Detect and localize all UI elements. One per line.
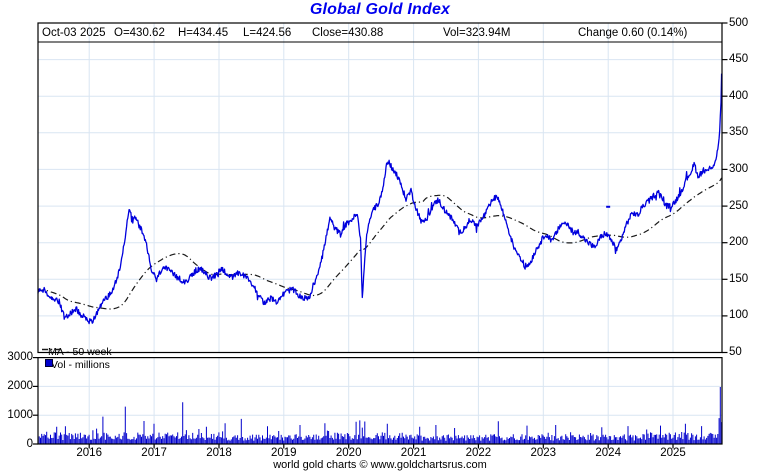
legend-ma: MA - 50 week bbox=[42, 346, 112, 358]
volume-axis-tick-label: 0 bbox=[26, 437, 33, 450]
quote-low: L=424.56 bbox=[243, 26, 292, 39]
price-axis-tick-label: 450 bbox=[729, 53, 749, 66]
quote-close: Close=430.88 bbox=[312, 26, 384, 39]
quote-volume: Vol=323.94M bbox=[443, 26, 511, 39]
legend-volume: Vol - millions bbox=[45, 359, 110, 371]
quote-open: O=430.62 bbox=[114, 26, 165, 39]
price-axis-tick-label: 200 bbox=[729, 236, 749, 249]
copyright-footer: world gold charts © www.goldchartsrus.co… bbox=[273, 458, 487, 471]
year-axis-tick-label: 2020 bbox=[335, 447, 362, 459]
price-axis-tick-label: 300 bbox=[729, 162, 749, 175]
volume-square-swatch-icon bbox=[45, 359, 53, 367]
legend-ma-label: MA - 50 week bbox=[48, 345, 112, 358]
price-axis-tick-label: 150 bbox=[729, 272, 749, 285]
year-axis-tick-label: 2021 bbox=[400, 447, 427, 459]
year-axis-tick-label: 2023 bbox=[530, 447, 557, 459]
ma-dashdot-swatch-icon bbox=[42, 348, 61, 350]
year-axis-tick-label: 2022 bbox=[465, 447, 492, 459]
year-axis-tick-label: 2024 bbox=[595, 447, 621, 459]
price-axis-tick-label: 100 bbox=[729, 309, 749, 322]
quote-date: Oct-03 bbox=[42, 26, 77, 39]
quote-change: Change 0.60 (0.14%) bbox=[578, 26, 688, 39]
chart-title: Global Gold Index bbox=[309, 1, 451, 18]
quote-year: 2025 bbox=[80, 26, 106, 39]
year-axis-tick-label: 2017 bbox=[141, 447, 167, 459]
price-axis-tick-label: 350 bbox=[729, 126, 749, 139]
year-axis-tick-label: 2016 bbox=[76, 447, 102, 459]
volume-axis-tick-label: 2000 bbox=[7, 379, 33, 392]
legend-volume-label: Vol - millions bbox=[51, 359, 110, 371]
price-axis-tick-label: 250 bbox=[729, 199, 749, 212]
year-axis-tick-label: 2018 bbox=[206, 447, 232, 459]
price-axis-tick-label: 50 bbox=[729, 346, 742, 358]
year-axis-tick-label: 2019 bbox=[271, 447, 297, 459]
year-axis-tick-label: 2025 bbox=[660, 447, 686, 459]
volume-axis-tick-label: 3000 bbox=[7, 351, 33, 364]
quote-high: H=434.45 bbox=[178, 26, 229, 39]
price-axis-tick-label: 400 bbox=[729, 89, 749, 102]
volume-axis-tick-label: 1000 bbox=[7, 408, 33, 421]
price-axis-tick-label: 500 bbox=[729, 16, 749, 29]
